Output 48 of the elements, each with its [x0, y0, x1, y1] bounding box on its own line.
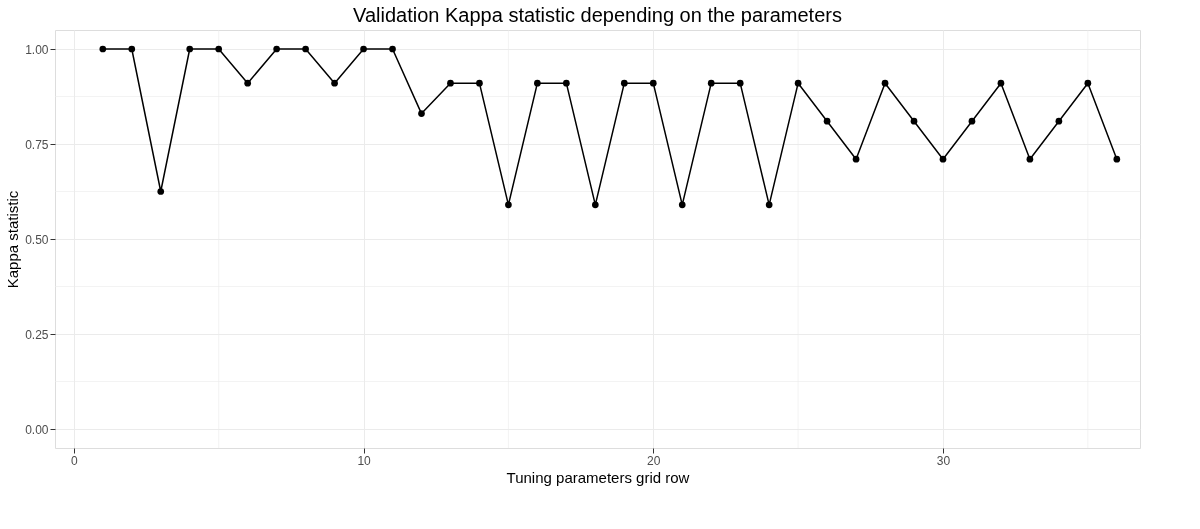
point: [186, 45, 194, 53]
point: [765, 201, 773, 209]
x-tick-label: 20: [647, 453, 661, 468]
point: [852, 155, 860, 163]
point: [620, 79, 628, 87]
point: [1026, 155, 1034, 163]
point: [968, 117, 976, 125]
point: [215, 45, 223, 53]
point: [244, 79, 252, 87]
point: [128, 45, 136, 53]
x-tick-label: 10: [357, 453, 372, 468]
point: [1113, 155, 1121, 163]
point: [505, 201, 512, 209]
point: [707, 79, 715, 87]
x-axis-title: Tuning parameters grid row: [506, 468, 690, 486]
point: [794, 79, 802, 87]
chart-title: Validation Kappa statistic depending on the parameters: [353, 3, 842, 26]
point: [476, 79, 483, 87]
point: [534, 79, 541, 87]
point: [649, 79, 657, 87]
y-tick-label: 0.50: [25, 232, 49, 247]
point: [331, 79, 338, 87]
point: [823, 117, 831, 125]
point: [273, 45, 280, 53]
point: [591, 201, 599, 209]
point: [997, 79, 1005, 87]
y-axis-title: Kappa statistic: [4, 190, 22, 289]
y-tick-label: 1.00: [25, 42, 49, 57]
point: [302, 45, 309, 53]
point: [389, 45, 396, 53]
y-tick-label: 0.25: [25, 327, 49, 342]
point: [360, 45, 367, 53]
point: [99, 45, 107, 53]
point: [910, 117, 918, 125]
point: [157, 188, 165, 195]
point: [1084, 79, 1092, 87]
point: [1055, 117, 1063, 125]
x-tick-label: 30: [936, 453, 951, 468]
point: [736, 79, 744, 87]
point: [418, 110, 425, 117]
point: [678, 201, 686, 209]
x-tick-label: 0: [70, 453, 78, 468]
y-tick-label: 0.00: [25, 422, 49, 437]
point: [881, 79, 889, 87]
point: [447, 79, 454, 87]
y-tick-label: 0.75: [25, 137, 49, 152]
point: [939, 155, 947, 163]
point: [563, 79, 570, 87]
